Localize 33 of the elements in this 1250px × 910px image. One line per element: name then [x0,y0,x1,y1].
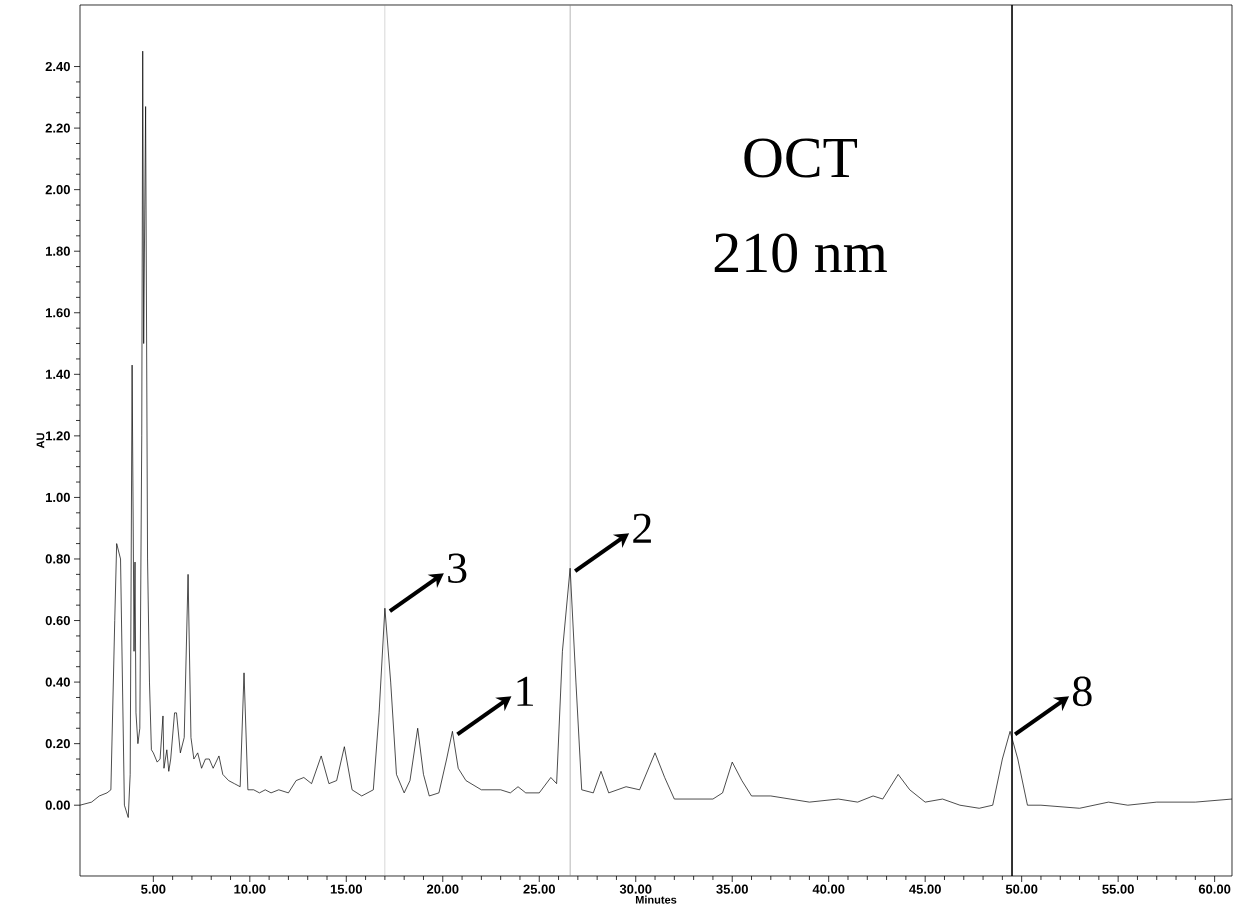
x-tick-label: 15.00 [330,884,363,894]
annotation: 1 [517,676,533,706]
x-tick-label: 55.00 [1102,884,1134,894]
x-tick-label: 10.00 [234,884,266,894]
y-tick-label: 1.80 [45,246,70,256]
y-tick-label: 1.00 [45,492,70,503]
x-tick-label: 25.00 [523,884,555,894]
x-tick-label: 50.00 [1005,884,1038,894]
y-tick-label: 0.20 [45,739,70,749]
y-tick-label: 1.60 [45,308,70,318]
x-tick-label: 35.00 [716,884,748,894]
annotation: OCT [744,138,858,178]
y-tick-label: 2.40 [45,61,70,72]
x-tick-label: 60.00 [1198,884,1231,894]
y-axis-title: AU [36,433,45,449]
x-tick-label: 45.00 [909,884,941,894]
y-tick-label: 2.00 [45,185,70,195]
x-tick-label: 40.00 [812,884,845,894]
annotation: 2 [633,513,651,543]
y-tick-label: 0.80 [45,554,70,564]
annotation: 8 [1072,676,1092,707]
y-tick-label: 0.60 [45,615,70,626]
x-tick-label: 5.00 [141,884,166,894]
annotation: 210 nm [714,233,887,273]
y-tick-label: 0.40 [45,677,70,687]
x-tick-label: 30.00 [619,884,652,894]
annotation: 3 [448,553,467,583]
x-axis-title: Minutes [635,895,677,904]
y-tick-label: 1.40 [45,369,70,379]
y-tick-label: 1.20 [45,431,70,441]
y-tick-label: 2.20 [45,123,70,133]
y-tick-label: 0.00 [45,800,70,810]
x-tick-label: 20.00 [426,884,459,894]
